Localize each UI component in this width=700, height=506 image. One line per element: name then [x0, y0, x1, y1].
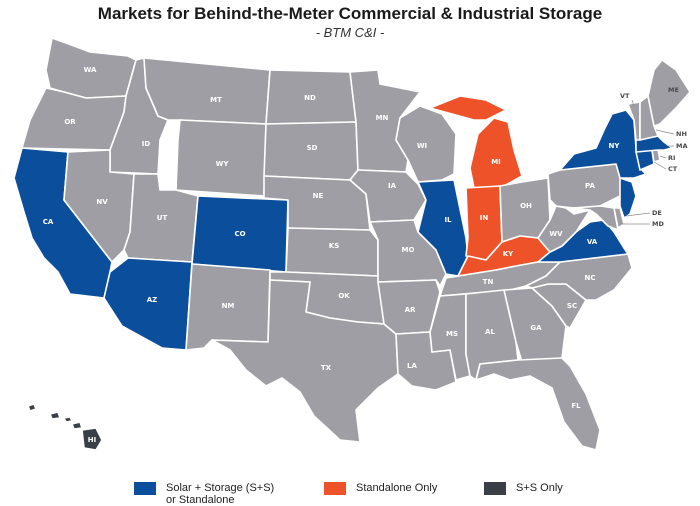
state-MI[interactable] — [429, 95, 523, 189]
label-WA: WA — [84, 66, 97, 74]
label-MO: MO — [402, 246, 415, 254]
label-KS: KS — [329, 242, 339, 250]
label-CA: CA — [43, 218, 54, 226]
map-title: Markets for Behind-the-Meter Commercial … — [97, 4, 603, 23]
legend-label-ss-line2: or Standalone — [166, 494, 235, 506]
state-AZ[interactable] — [103, 257, 193, 351]
label-OK: OK — [338, 292, 350, 300]
label-VA: VA — [587, 238, 598, 246]
label-AZ: AZ — [147, 296, 158, 304]
label-UT: UT — [157, 214, 168, 222]
legend-item-standalone-only: Standalone Only — [324, 482, 437, 495]
label-WY: WY — [216, 160, 230, 168]
state-KS[interactable] — [285, 227, 379, 277]
state-RI[interactable] — [651, 149, 661, 163]
label-GA: GA — [530, 324, 542, 332]
label-RI: RI — [668, 154, 675, 162]
state-FL[interactable] — [475, 357, 601, 451]
label-MI: MI — [491, 158, 501, 166]
leader-CT — [653, 161, 667, 170]
label-IA: IA — [388, 182, 397, 190]
label-ME: ME — [668, 86, 679, 94]
label-WI: WI — [417, 142, 427, 150]
state-IL[interactable] — [417, 179, 469, 277]
label-MT: MT — [210, 96, 222, 104]
label-AL: AL — [485, 328, 495, 336]
label-OH: OH — [520, 202, 532, 210]
state-WY[interactable] — [175, 119, 267, 197]
legend-label-standalone-only: Standalone Only — [356, 482, 438, 494]
label-MN: MN — [376, 114, 389, 122]
label-NJ: NJ — [646, 194, 654, 202]
state-MA[interactable] — [635, 135, 673, 153]
state-MO[interactable] — [369, 219, 447, 287]
state-CT[interactable] — [635, 149, 655, 171]
label-IL: IL — [444, 216, 452, 224]
label-VT: VT — [620, 92, 630, 100]
us-map: WA OR CA ID NV MT WY UT AZ CO NM ND SD N… — [13, 37, 691, 451]
state-ME[interactable] — [647, 59, 691, 127]
state-VT[interactable] — [627, 101, 641, 141]
label-LA: LA — [407, 362, 417, 370]
map-legend: Solar + Storage (S+S) or Standalone Stan… — [0, 482, 700, 506]
legend-item-ss-only: S+S Only — [484, 482, 563, 495]
label-AR: AR — [405, 306, 416, 314]
label-IN: IN — [480, 214, 489, 222]
label-OR: OR — [64, 118, 76, 126]
state-MT[interactable] — [143, 57, 271, 125]
state-TX[interactable] — [211, 279, 399, 443]
state-labels: WA OR CA ID NV MT WY UT AZ CO NM ND SD N… — [43, 66, 688, 444]
label-MS: MS — [446, 330, 458, 338]
state-HI — [81, 427, 103, 451]
label-NM: NM — [222, 302, 235, 310]
legend-swatch-ss-or-standalone — [134, 482, 156, 495]
label-SC: SC — [567, 302, 577, 310]
label-DE: DE — [652, 209, 662, 217]
leader-NH — [655, 129, 675, 135]
label-FL: FL — [571, 402, 581, 410]
label-MD: MD — [652, 220, 664, 228]
state-NJ[interactable] — [619, 177, 637, 219]
label-ID: ID — [142, 140, 151, 148]
label-NC: NC — [585, 274, 596, 282]
state-NH[interactable] — [639, 95, 659, 141]
label-NH: NH — [676, 130, 687, 138]
leader-RI — [659, 155, 667, 159]
leader-VT — [631, 99, 635, 107]
state-WV[interactable] — [537, 205, 591, 253]
map-subtitle: - BTM C&I - — [315, 25, 385, 40]
label-KY: KY — [503, 250, 514, 258]
state-HI-group[interactable] — [27, 403, 103, 451]
leader-DE — [625, 212, 651, 217]
label-WV: WV — [549, 230, 563, 238]
state-WI[interactable] — [395, 105, 457, 183]
legend-label-ss-only: S+S Only — [516, 482, 563, 494]
state-MD[interactable] — [573, 205, 619, 231]
label-CT: CT — [668, 165, 678, 173]
legend-swatch-ss-only — [484, 482, 506, 495]
legend-item-ss-or-standalone: Solar + Storage (S+S) or Standalone — [134, 482, 274, 506]
legend-swatch-standalone-only — [324, 482, 346, 495]
label-SD: SD — [307, 144, 318, 152]
label-CO: CO — [234, 230, 245, 238]
label-ND: ND — [304, 94, 316, 102]
label-NV: NV — [96, 198, 108, 206]
label-HI: HI — [88, 436, 96, 444]
label-PA: PA — [585, 182, 595, 190]
label-TX: TX — [321, 364, 332, 372]
legend-label-ss-line1: Solar + Storage (S+S) — [166, 482, 275, 494]
state-NC[interactable] — [525, 253, 633, 301]
label-TN: TN — [483, 278, 494, 286]
label-NY: NY — [609, 142, 621, 150]
label-MA: MA — [676, 142, 688, 150]
label-NE: NE — [313, 192, 324, 200]
